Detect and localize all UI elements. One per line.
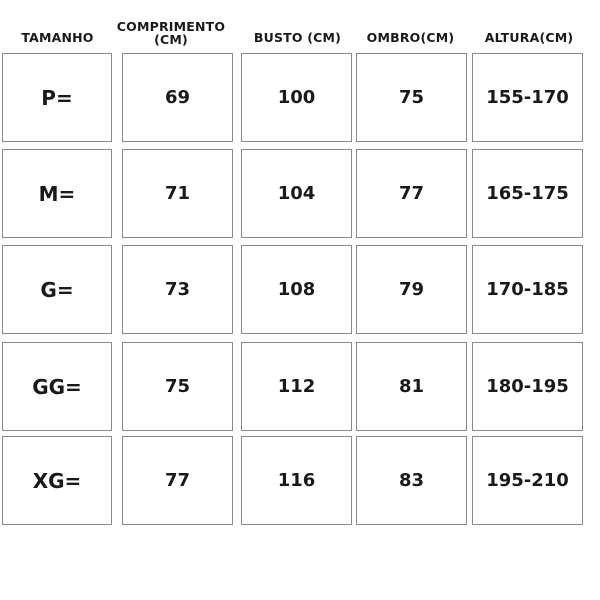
cell-busto: 100 — [241, 53, 352, 142]
cell-value: G= — [40, 277, 74, 302]
cell-value: 77 — [164, 470, 191, 491]
cell-ombro: 79 — [356, 245, 467, 334]
cell-comprimento: 75 — [122, 342, 233, 431]
cell-size: XG= — [2, 436, 112, 525]
cell-size: G= — [2, 245, 112, 334]
cell-size: GG= — [2, 342, 112, 431]
cell-value: 155-170 — [486, 87, 569, 108]
cell-value: 75 — [398, 87, 425, 108]
cell-value: GG= — [32, 374, 82, 399]
header-comprimento-line1: COMPRIMENTO — [116, 19, 226, 34]
cell-value: XG= — [32, 468, 82, 493]
cell-busto: 104 — [241, 149, 352, 238]
cell-busto: 116 — [241, 436, 352, 525]
cell-value: 81 — [398, 376, 425, 397]
cell-comprimento: 69 — [122, 53, 233, 142]
cell-comprimento: 71 — [122, 149, 233, 238]
cell-value: 75 — [164, 376, 191, 397]
cell-size: M= — [2, 149, 112, 238]
cell-comprimento: 73 — [122, 245, 233, 334]
cell-size: P= — [2, 53, 112, 142]
header-comprimento: COMPRIMENTO (CM) — [112, 20, 230, 46]
cell-value: 77 — [398, 183, 425, 204]
cell-value: 180-195 — [486, 376, 569, 397]
header-altura: ALTURA(CM) — [484, 30, 574, 45]
cell-value: 79 — [398, 279, 425, 300]
cell-altura: 180-195 — [472, 342, 583, 431]
cell-value: 165-175 — [486, 183, 569, 204]
cell-altura: 170-185 — [472, 245, 583, 334]
cell-altura: 155-170 — [472, 53, 583, 142]
cell-value: P= — [41, 85, 73, 110]
cell-altura: 165-175 — [472, 149, 583, 238]
cell-ombro: 83 — [356, 436, 467, 525]
cell-value: M= — [38, 181, 76, 206]
header-ombro: OMBRO(CM) — [366, 30, 455, 45]
cell-value: 112 — [277, 376, 316, 397]
cell-value: 69 — [164, 87, 191, 108]
cell-busto: 108 — [241, 245, 352, 334]
cell-comprimento: 77 — [122, 436, 233, 525]
cell-value: 71 — [164, 183, 191, 204]
cell-value: 100 — [277, 87, 316, 108]
cell-value: 104 — [277, 183, 316, 204]
cell-altura: 195-210 — [472, 436, 583, 525]
header-comprimento-line2: (CM) — [154, 32, 188, 47]
cell-ombro: 75 — [356, 53, 467, 142]
cell-value: 170-185 — [486, 279, 569, 300]
cell-ombro: 77 — [356, 149, 467, 238]
cell-ombro: 81 — [356, 342, 467, 431]
header-busto: BUSTO (CM) — [253, 30, 342, 45]
cell-busto: 112 — [241, 342, 352, 431]
cell-value: 83 — [398, 470, 425, 491]
header-tamanho: TAMANHO — [21, 30, 94, 45]
cell-value: 195-210 — [486, 470, 569, 491]
cell-value: 73 — [164, 279, 191, 300]
cell-value: 116 — [277, 470, 316, 491]
cell-value: 108 — [277, 279, 316, 300]
